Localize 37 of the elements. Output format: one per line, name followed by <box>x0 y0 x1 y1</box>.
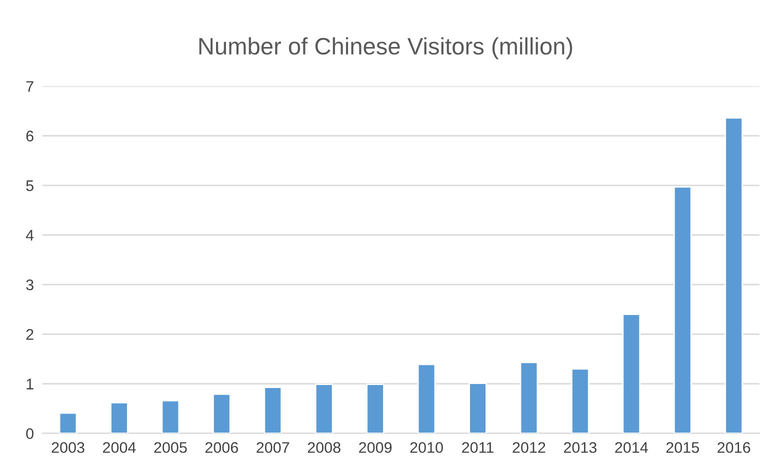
x-tick-label: 2009 <box>359 442 392 453</box>
x-tick-label: 2007 <box>256 442 290 453</box>
bar <box>161 400 180 434</box>
bar <box>468 382 487 434</box>
x-tick-label: 2003 <box>52 442 84 453</box>
x-tick-label: 2005 <box>154 442 187 453</box>
x-tick-label: 2010 <box>410 442 443 453</box>
y-tick-label: 2 <box>26 329 34 340</box>
bar <box>520 362 538 434</box>
x-tick-label: 2006 <box>205 442 238 453</box>
bar <box>366 384 384 434</box>
x-tick-label: 2004 <box>103 442 136 453</box>
y-tick-label: 1 <box>26 378 34 390</box>
y-tick-label: 4 <box>26 230 34 241</box>
bar <box>417 364 436 434</box>
y-tick-label: 6 <box>26 130 34 142</box>
x-tick-label: 2008 <box>308 442 340 453</box>
y-tick-label: 5 <box>26 180 34 192</box>
bar <box>571 368 590 434</box>
y-tick-label: 3 <box>26 279 34 290</box>
bar <box>724 117 743 434</box>
bar <box>673 186 692 434</box>
bar <box>110 402 128 434</box>
x-tick-label: 2013 <box>564 442 596 453</box>
x-tick-label: 2012 <box>512 442 546 453</box>
bar <box>314 384 334 434</box>
x-tick-label: 2016 <box>718 442 750 453</box>
x-tick-label: 2011 <box>462 442 494 453</box>
x-tick-label: 2014 <box>615 442 648 453</box>
bar <box>58 412 78 434</box>
bar <box>622 314 641 434</box>
y-tick-label: 7 <box>26 81 34 92</box>
chart-title: Number of Chinese Visitors (million) <box>199 37 572 60</box>
bar <box>212 394 231 434</box>
y-tick-label: 0 <box>26 428 34 440</box>
bar <box>264 386 282 434</box>
x-tick-label: 2015 <box>666 442 699 453</box>
